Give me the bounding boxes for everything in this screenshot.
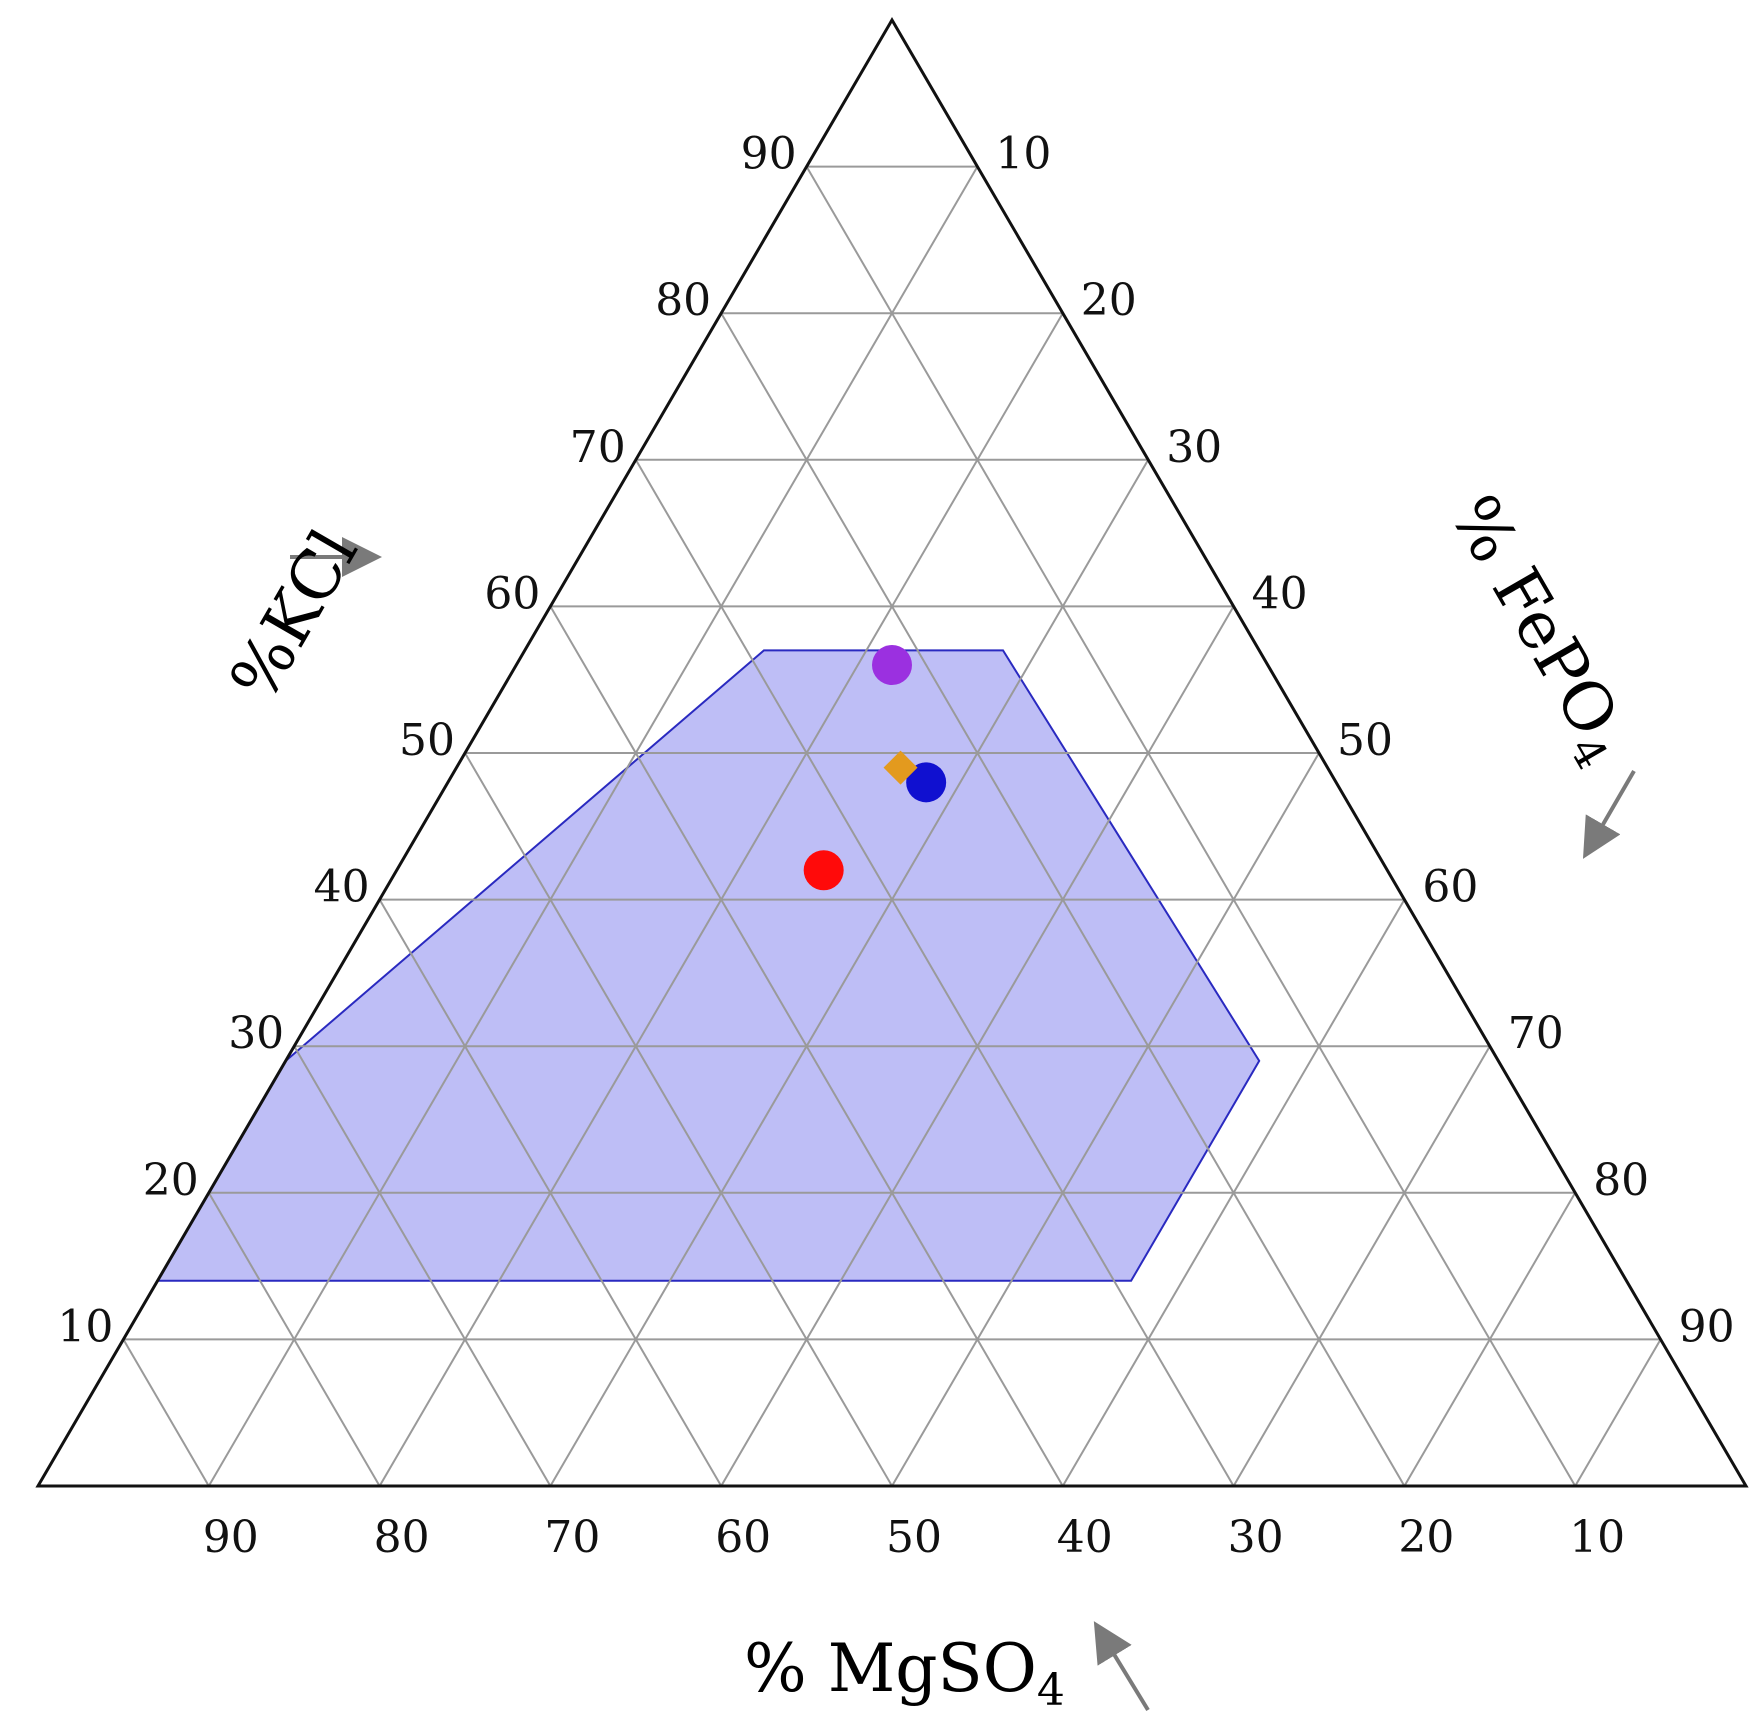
tick-label-bottom: 20 [1398, 1512, 1454, 1563]
grid-line-mgso4 [634, 459, 1235, 1487]
tick-label-left: 30 [228, 1008, 284, 1059]
tick-label-left: 10 [57, 1301, 113, 1352]
tick-label-right: 90 [1679, 1301, 1735, 1352]
grid-line-mgso4 [378, 899, 723, 1487]
tick-label-right: 40 [1252, 568, 1308, 619]
tick-label-right: 50 [1337, 715, 1393, 766]
grid-line-fepo4 [1061, 899, 1406, 1487]
tick-label-left: 50 [399, 715, 455, 766]
tick-label-left: 90 [741, 129, 797, 180]
tick-label-bottom: 30 [1228, 1512, 1284, 1563]
grid-line-fepo4 [891, 752, 1320, 1487]
tick-label-bottom: 50 [886, 1512, 942, 1563]
grid-line-mgso4 [293, 1045, 552, 1487]
bottom-axis-title: % MgSO4 [744, 1630, 1065, 1716]
tick-label-bottom: 90 [203, 1512, 259, 1563]
left-axis-title: %KCl [215, 517, 373, 713]
grid-line-mgso4 [464, 752, 893, 1487]
tick-label-right: 60 [1422, 862, 1478, 913]
feasible-region [155, 649, 1261, 1282]
tick-label-left: 70 [570, 422, 626, 473]
tick-label-left: 40 [314, 862, 370, 913]
data-point-3 [883, 750, 918, 785]
grid-line-fepo4 [1574, 1338, 1662, 1487]
grid-line-fepo4 [1232, 1045, 1491, 1487]
tick-label-right: 70 [1508, 1008, 1564, 1059]
tick-label-left: 20 [143, 1155, 199, 1206]
tick-label-right: 10 [995, 129, 1051, 180]
tick-label-right: 20 [1081, 275, 1137, 326]
tick-label-bottom: 40 [1057, 1512, 1113, 1563]
fepo4-direction-arrow [1582, 769, 1636, 859]
right-axis-title: % FePO4 [1427, 483, 1647, 778]
tick-label-left: 60 [484, 568, 540, 619]
grid-line-fepo4 [549, 459, 1150, 1487]
data-point-2 [906, 762, 947, 803]
grid-line-mgso4 [207, 1192, 381, 1487]
triangle-frame [35, 17, 1749, 1488]
tick-label-bottom: 70 [544, 1512, 600, 1563]
mgso4-direction-arrow [1093, 1621, 1150, 1712]
tick-label-bottom: 60 [715, 1512, 771, 1563]
tick-label-right: 80 [1593, 1155, 1649, 1206]
grid-line-fepo4 [1403, 1192, 1577, 1487]
tick-label-right: 30 [1166, 422, 1222, 473]
tick-label-left: 80 [655, 275, 711, 326]
tick-label-bottom: 80 [374, 1512, 430, 1563]
grid-line-fepo4 [207, 166, 979, 1487]
grid-line-mgso4 [805, 166, 1577, 1487]
tick-label-bottom: 10 [1569, 1512, 1625, 1563]
grid-line-mgso4 [122, 1338, 210, 1487]
data-point-1 [872, 645, 912, 686]
data-point-4 [803, 850, 844, 891]
